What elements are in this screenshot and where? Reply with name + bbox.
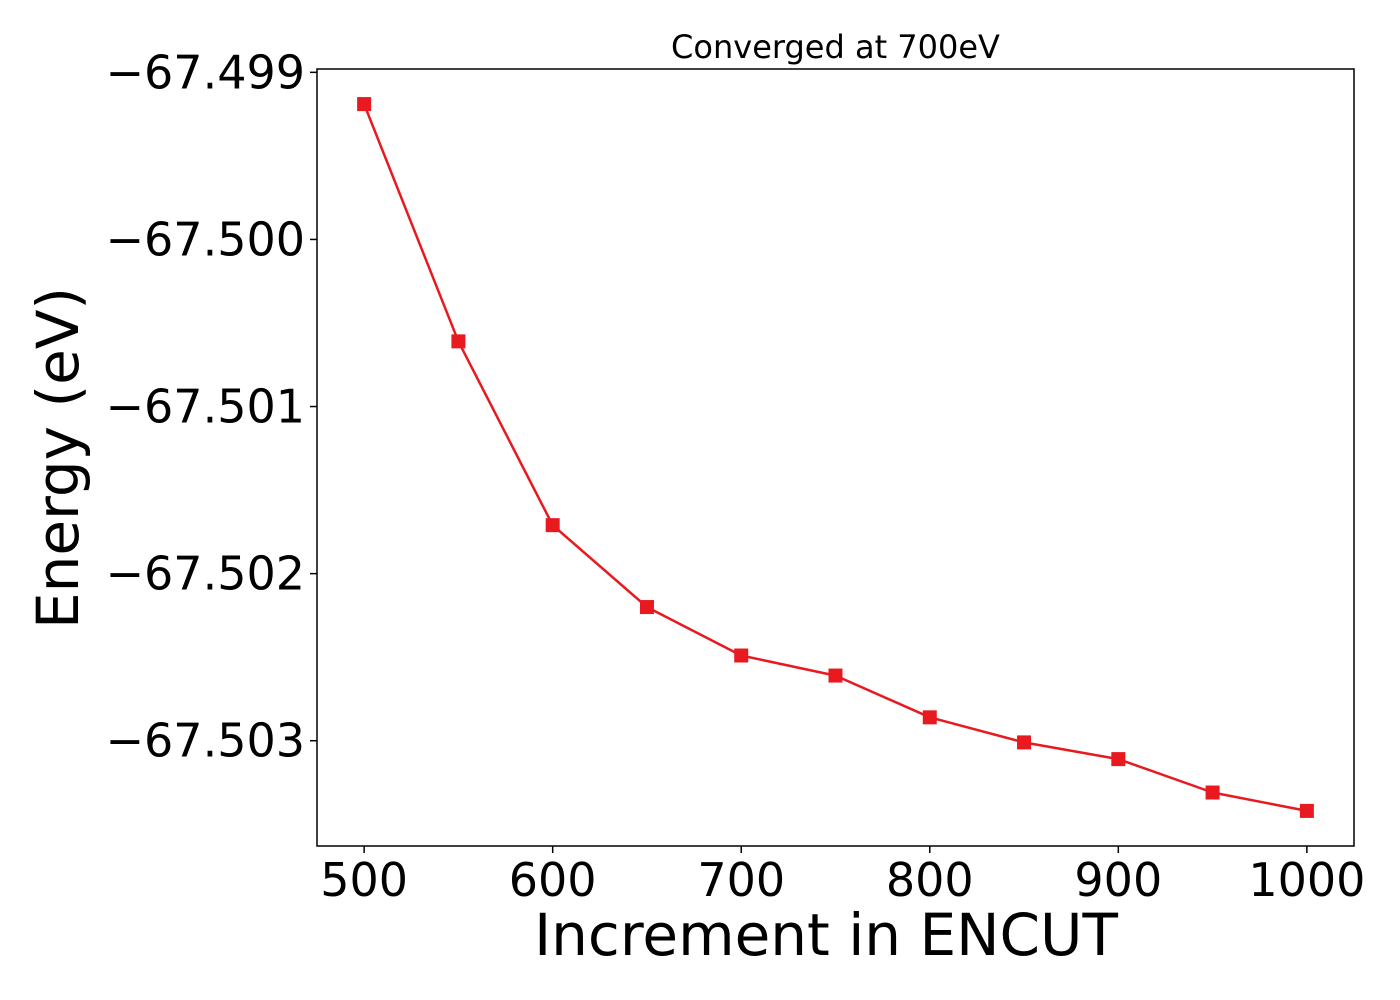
x-tick-label: 700 — [697, 853, 785, 907]
x-axis-ticks: 500 600 700 800 900 1000 — [320, 846, 1365, 907]
plot-background — [317, 69, 1354, 846]
data-point — [545, 518, 560, 533]
y-tick-label: −67.499 — [106, 45, 306, 99]
plot-frame — [316, 68, 1355, 847]
data-point — [639, 600, 654, 615]
data-point — [1299, 803, 1314, 818]
data-point — [922, 710, 937, 725]
data-point — [1017, 735, 1032, 750]
y-tick-label: −67.503 — [106, 714, 306, 768]
x-tick-label: 800 — [886, 853, 974, 907]
x-axis-label: Increment in ENCUT — [534, 901, 1118, 969]
y-axis-label: Energy (eV) — [24, 287, 92, 629]
y-tick-label: −67.501 — [106, 380, 306, 434]
y-tick-label: −67.500 — [106, 212, 306, 266]
y-axis-ticks: −67.499 −67.500 −67.501 −67.502 −67.503 — [106, 45, 317, 768]
y-tick-label: −67.502 — [106, 547, 306, 601]
x-tick-label: 1000 — [1248, 853, 1365, 907]
chart-title: Converged at 700eV — [671, 28, 1000, 66]
x-tick-label: 600 — [509, 853, 597, 907]
data-point — [734, 648, 749, 663]
data-point — [1205, 785, 1220, 800]
x-tick-label: 500 — [320, 853, 408, 907]
series-layer — [357, 97, 1314, 818]
x-tick-label: 900 — [1074, 853, 1162, 907]
data-point — [357, 97, 372, 112]
data-point — [1111, 752, 1126, 767]
data-point — [828, 668, 843, 683]
data-point — [451, 334, 466, 349]
